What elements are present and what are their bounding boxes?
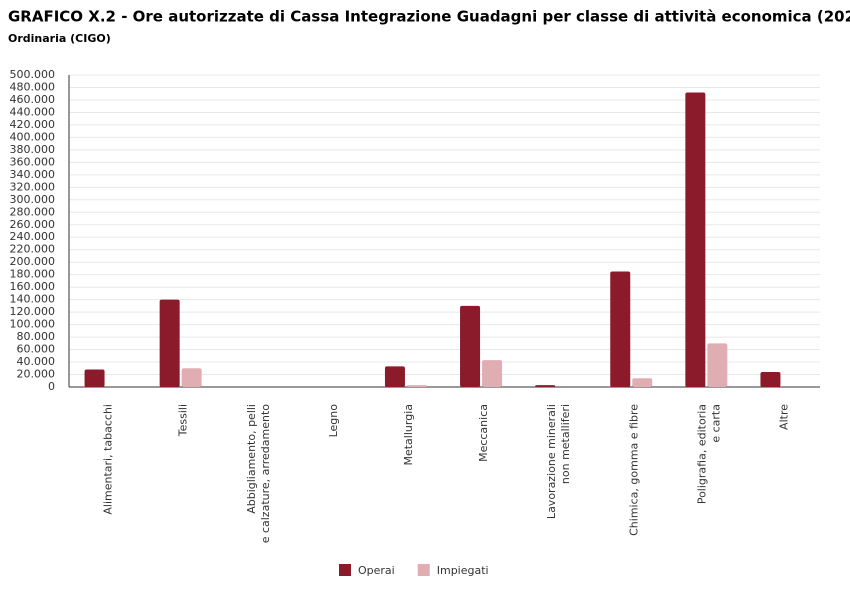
bar: [482, 360, 503, 387]
y-tick-label: 380.000: [10, 143, 56, 156]
y-tick-label: 60.000: [17, 343, 56, 356]
x-tick-label: Abbigliamento, pellie calzature, arredam…: [245, 404, 272, 544]
bar: [406, 385, 427, 387]
bar: [707, 343, 728, 387]
y-tick-label: 160.000: [10, 280, 56, 293]
bar: [84, 369, 105, 387]
y-tick-label: 300.000: [10, 193, 56, 206]
y-tick-label: 480.000: [10, 80, 56, 93]
bar: [384, 366, 405, 387]
x-tick-label: Tessili: [177, 404, 190, 437]
y-tick-label: 340.000: [10, 168, 56, 181]
bar: [685, 92, 706, 388]
y-tick-label: 0: [48, 380, 55, 393]
y-tick-label: 240.000: [10, 230, 56, 243]
y-tick-label: 20.000: [17, 368, 56, 381]
x-tick-label: Lavorazione mineralinon metalliferi: [545, 404, 572, 519]
x-tick-label: Chimica, gomma e fibre: [627, 404, 640, 536]
y-tick-label: 180.000: [10, 268, 56, 281]
chart-title: GRAFICO X.2 - Ore autorizzate di Cassa I…: [8, 8, 850, 26]
y-tick-label: 440.000: [10, 105, 56, 118]
y-tick-label: 100.000: [10, 318, 56, 331]
y-tick-label: 460.000: [10, 93, 56, 106]
y-tick-label: 400.000: [10, 130, 56, 143]
bar: [460, 305, 481, 387]
x-tick-label: Poligrafia, editoriae carta: [695, 404, 722, 504]
y-tick-label: 320.000: [10, 180, 56, 193]
x-tick-label: Metallurgia: [402, 404, 415, 466]
y-tick-label: 40.000: [17, 355, 56, 368]
y-tick-label: 280.000: [10, 205, 56, 218]
y-tick-label: 360.000: [10, 155, 56, 168]
x-tick-label: Altre: [777, 404, 790, 430]
y-tick-label: 140.000: [10, 293, 56, 306]
legend-label: Impiegati: [437, 564, 489, 577]
y-tick-label: 220.000: [10, 243, 56, 256]
y-tick-label: 80.000: [17, 330, 56, 343]
x-tick-label: Alimentari, tabacchi: [102, 404, 115, 515]
bar: [760, 372, 781, 387]
bar: [159, 299, 180, 387]
legend-swatch: [339, 564, 351, 576]
y-tick-label: 500.000: [10, 68, 56, 81]
chart-subtitle: Ordinaria (CIGO): [8, 32, 111, 45]
y-tick-label: 120.000: [10, 305, 56, 318]
legend-swatch: [417, 564, 430, 576]
bar: [181, 368, 202, 387]
y-tick-label: 420.000: [10, 118, 56, 131]
x-tick-label: Meccanica: [477, 404, 490, 462]
y-tick-label: 260.000: [10, 218, 56, 231]
x-tick-label: Legno: [327, 404, 340, 438]
bar: [632, 378, 653, 387]
y-tick-label: 200.000: [10, 255, 56, 268]
bar: [610, 271, 631, 387]
legend-label: Operai: [358, 564, 395, 577]
bar: [535, 385, 556, 387]
